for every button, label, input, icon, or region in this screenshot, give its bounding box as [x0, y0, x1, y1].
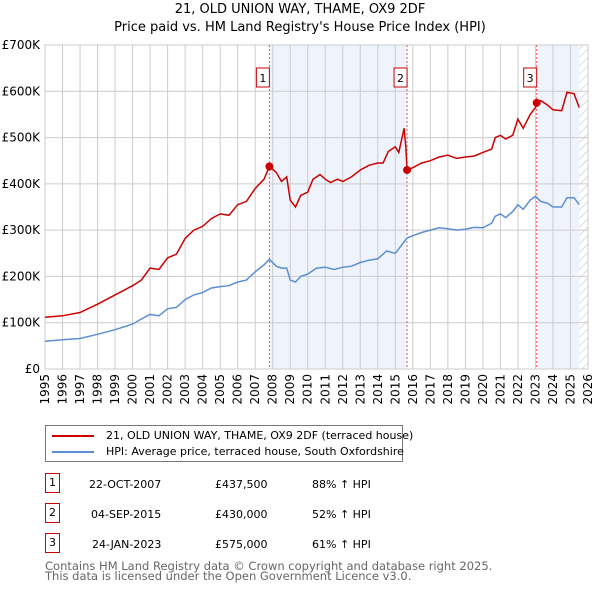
- forecast-hatch: [579, 45, 588, 369]
- x-tick-label: 2022: [511, 374, 525, 405]
- x-tick-label: 2012: [336, 374, 350, 405]
- x-tick-label: 2025: [563, 374, 577, 405]
- sale-marker-label: 2: [397, 72, 404, 85]
- x-tick-label: 2014: [371, 374, 385, 405]
- x-tick-label: 2009: [283, 374, 297, 405]
- transaction-marker: 2: [45, 503, 60, 523]
- x-tick-label: 2010: [301, 374, 315, 405]
- sale-marker-label: 3: [527, 72, 534, 85]
- x-tick-label: 2015: [388, 374, 402, 405]
- legend-swatch-property: [52, 434, 94, 437]
- x-tick-label: 2019: [458, 374, 472, 405]
- y-tick-label: £600K: [2, 84, 42, 98]
- y-tick-label: £300K: [2, 223, 42, 237]
- x-tick-label: 2016: [406, 374, 420, 405]
- x-tick-label: 1996: [56, 374, 70, 405]
- x-tick-label: 2026: [581, 374, 595, 405]
- hpi-line: [44, 195, 580, 342]
- x-tick-label: 2023: [528, 374, 542, 405]
- x-tick-label: 2000: [126, 374, 140, 405]
- chart-title: 21, OLD UNION WAY, THAME, OX9 2DF: [174, 2, 426, 17]
- x-tick-label: 2006: [231, 374, 245, 405]
- y-tick-label: £200K: [2, 269, 42, 283]
- y-tick-label: £0: [25, 362, 40, 376]
- legend: 21, OLD UNION WAY, THAME, OX9 2DF (terra…: [45, 425, 413, 462]
- y-tick-label: £400K: [2, 177, 42, 191]
- y-tick-label: £100K: [2, 316, 42, 330]
- x-tick-label: 1998: [91, 374, 105, 405]
- transaction-marker: 3: [45, 533, 60, 553]
- x-tick-label: 2007: [248, 374, 262, 405]
- transaction-date: 24-JAN-2023: [92, 538, 162, 551]
- legend-item-hpi: HPI: Average price, terraced house, Sout…: [46, 445, 404, 458]
- sale-marker-box: [523, 67, 538, 88]
- transaction-price: £437,500: [215, 478, 268, 491]
- x-tick-label: 2021: [493, 374, 507, 405]
- plot-frame: [44, 44, 589, 370]
- transaction-price: £430,000: [215, 508, 268, 521]
- x-tick-label: 2005: [213, 374, 227, 405]
- price-chart: £0 £100K £200K £300K £400K £500K £600K £700K 199…: [2, 38, 595, 405]
- sale-point: [265, 162, 274, 171]
- sale-point: [403, 165, 412, 174]
- footer-licence: This data is licensed under the Open Gov…: [45, 569, 412, 583]
- x-tick-label: 2011: [318, 374, 332, 405]
- x-tick-label: 2004: [196, 374, 210, 405]
- transaction-price: £575,000: [215, 538, 268, 551]
- y-tick-label: £700K: [2, 38, 42, 52]
- sale-point: [532, 98, 541, 107]
- legend-label-property: 21, OLD UNION WAY, THAME, OX9 2DF (terra…: [106, 429, 414, 442]
- x-tick-label: 2017: [423, 374, 437, 405]
- x-tick-label: 2020: [476, 374, 490, 405]
- property-price-line: [44, 91, 580, 318]
- sale-period-shade: [269, 45, 408, 369]
- legend-swatch-hpi: [52, 450, 94, 453]
- transaction-hpi: 52% ↑ HPI: [312, 508, 371, 521]
- sale-marker-box: [393, 67, 408, 88]
- transaction-marker: 1: [45, 473, 60, 493]
- x-tick-label: 2018: [441, 374, 455, 405]
- sale-marker-label: 1: [259, 72, 266, 85]
- x-tick-label: 2001: [143, 374, 157, 405]
- x-tick-label: 2008: [266, 374, 280, 405]
- x-tick-label: 2002: [161, 374, 175, 405]
- chart-subtitle: Price paid vs. HM Land Registry's House …: [114, 20, 486, 35]
- legend-label-hpi: HPI: Average price, terraced house, Sout…: [106, 445, 404, 458]
- sale-marker-box: [255, 67, 270, 88]
- transaction-date: 22-OCT-2007: [89, 478, 162, 491]
- x-tick-label: 1995: [38, 374, 52, 405]
- x-tick-label: 1997: [73, 374, 87, 405]
- footer-copyright: Contains HM Land Registry data © Crown c…: [45, 559, 493, 573]
- transaction-date: 04-SEP-2015: [91, 508, 162, 521]
- x-tick-label: 2024: [546, 374, 560, 405]
- transaction-hpi: 88% ↑ HPI: [312, 478, 371, 491]
- y-tick-label: £500K: [2, 131, 42, 145]
- x-tick-label: 1999: [108, 374, 122, 405]
- legend-item-property: 21, OLD UNION WAY, THAME, OX9 2DF (terra…: [46, 429, 413, 442]
- x-tick-label: 2003: [178, 374, 192, 405]
- x-tick-label: 2013: [353, 374, 367, 405]
- transaction-hpi: 61% ↑ HPI: [312, 538, 371, 551]
